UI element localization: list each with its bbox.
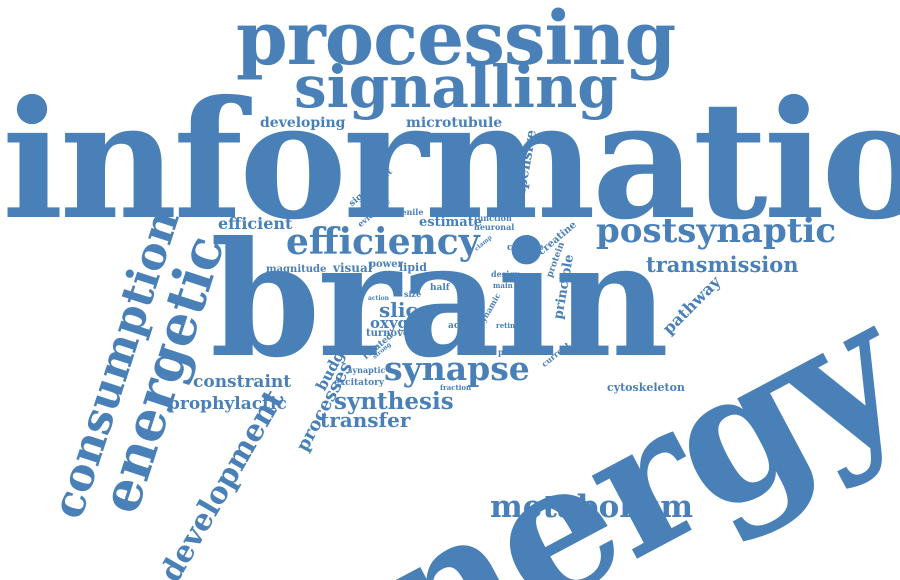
- word-transfer: transfer: [320, 408, 411, 432]
- word-synaptic: synaptic: [348, 365, 386, 375]
- word-oxygen: oxygen: [370, 314, 429, 332]
- word-constraint: constraint: [193, 372, 292, 392]
- word-excitatory: excitatory: [334, 378, 385, 388]
- word-lipid: lipid: [399, 261, 427, 274]
- word-magnitude: magnitude: [266, 264, 327, 275]
- word-action: action: [368, 295, 389, 302]
- word-postsynaptic: postsynaptic: [596, 211, 837, 251]
- word-power: power: [369, 259, 403, 270]
- word-visual: visual: [333, 261, 373, 275]
- word-fraction: fraction: [440, 383, 472, 392]
- word-brain: brain: [210, 208, 669, 393]
- word-turnover: turnover: [366, 328, 415, 339]
- word-prophylactic: prophylactic: [168, 394, 287, 414]
- word-actin: actin: [448, 321, 474, 331]
- word-synapse: synapse: [384, 349, 530, 388]
- word-efficient: efficient: [218, 214, 293, 233]
- word-design: design: [491, 269, 521, 279]
- word-size: size: [404, 289, 422, 299]
- word-developing: developing: [260, 115, 346, 131]
- word-metabolism: metabolism: [490, 489, 694, 525]
- word-synthesis: synthesis: [334, 388, 454, 415]
- word-potential: potential: [498, 347, 539, 357]
- word-processing: processing: [236, 0, 676, 82]
- word-change: change: [507, 243, 544, 253]
- word-slice: slice: [379, 298, 431, 322]
- word-neuronal: neuronal: [474, 222, 515, 232]
- word-half: half: [430, 283, 450, 293]
- word-signalling: signalling: [294, 53, 618, 121]
- word-juvenile: juvenile: [388, 207, 424, 217]
- word-estimate: estimate: [419, 215, 482, 230]
- word-cytoskeleton: cytoskeleton: [607, 381, 685, 394]
- word-transmission: transmission: [646, 252, 799, 277]
- word-microtubule: microtubule: [406, 115, 503, 131]
- word-efficiency: efficiency: [286, 221, 480, 263]
- word-retinal: retinal: [496, 321, 523, 330]
- word-information: information: [2, 66, 900, 256]
- word-function: function: [474, 213, 512, 223]
- word-main: main: [493, 281, 513, 290]
